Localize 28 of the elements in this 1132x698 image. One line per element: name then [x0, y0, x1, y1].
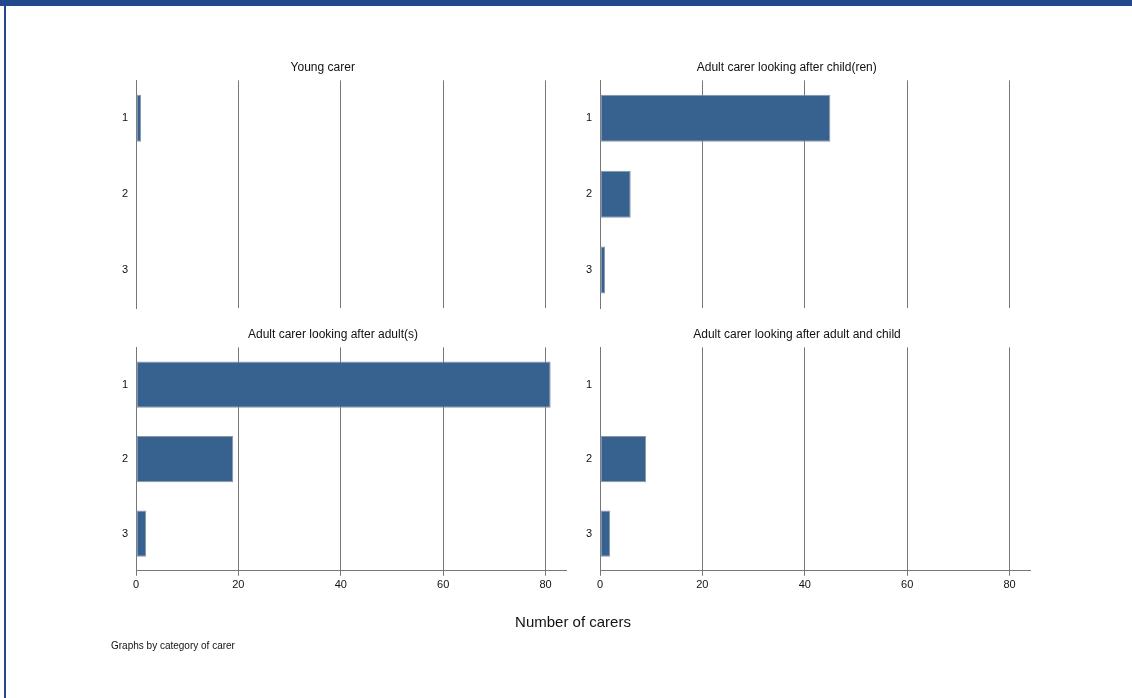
y-tick-label: 1	[121, 111, 128, 124]
y-tick-label: 3	[585, 263, 592, 276]
y-tick-label: 1	[585, 111, 592, 124]
x-tick-label: 80	[1003, 578, 1016, 591]
x-tick-label: 0	[596, 578, 604, 591]
chart-title: Young carer	[290, 59, 355, 74]
x-axis-title: Number of carers	[514, 613, 632, 630]
chart-title: Adult carer looking after child(ren)	[696, 59, 877, 74]
y-tick-label: 1	[121, 377, 128, 390]
y-tick-label: 3	[121, 263, 128, 276]
y-tick-label: 2	[121, 187, 128, 200]
chart-title: Adult carer looking after adult(s)	[247, 326, 419, 341]
x-tick-label: 20	[696, 578, 709, 591]
x-tick-label: 40	[334, 578, 347, 591]
y-tick-label: 2	[585, 452, 592, 465]
y-tick-label: 3	[585, 526, 592, 539]
y-tick-label: 3	[121, 526, 128, 539]
x-tick-label: 40	[798, 578, 811, 591]
x-tick-label: 20	[232, 578, 245, 591]
x-tick-label: 60	[901, 578, 914, 591]
text: Graphs by category of carer	[111, 640, 235, 651]
y-tick-label: 2	[121, 452, 128, 465]
chart-title: Adult carer looking after adult and child	[693, 326, 901, 341]
x-tick-label: 60	[437, 578, 450, 591]
x-tick-label: 80	[539, 578, 552, 591]
y-tick-label: 1	[585, 377, 592, 390]
y-tick-label: 2	[585, 187, 592, 200]
x-tick-label: 0	[132, 578, 140, 591]
